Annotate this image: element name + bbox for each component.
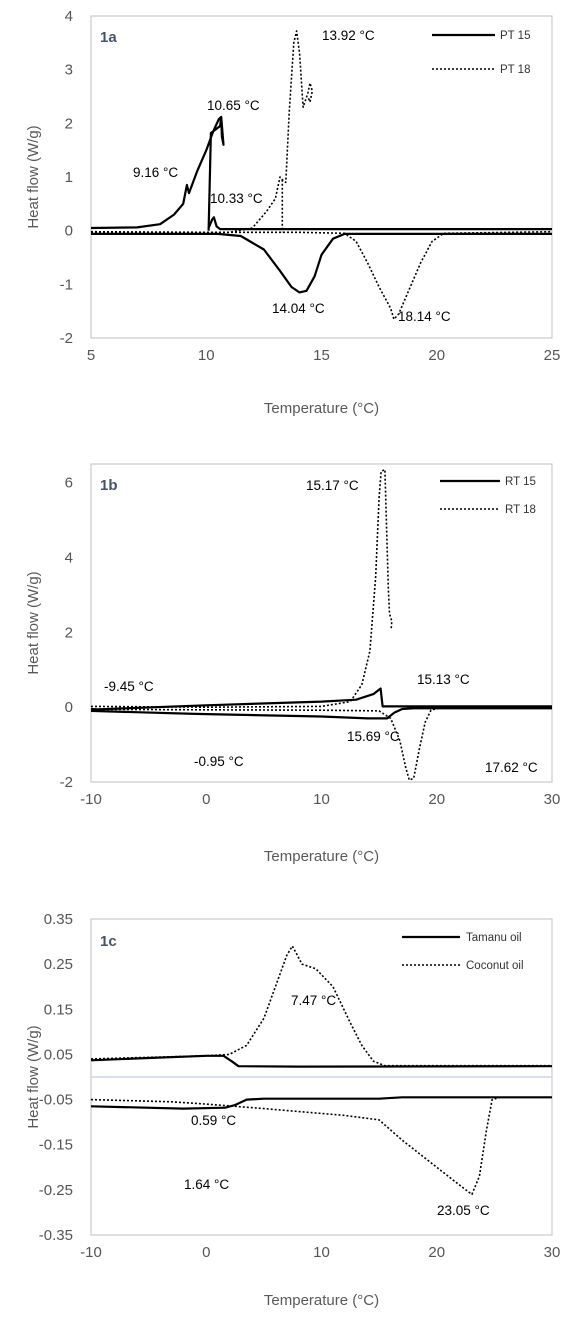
- series-line-rt-15: [90, 707, 552, 720]
- y-tick-label: 0.25: [44, 956, 73, 973]
- peak-annotation: -0.95 °C: [194, 754, 244, 769]
- x-tick-label: 30: [544, 1244, 561, 1261]
- peak-annotation: 18.14 °C: [398, 309, 451, 324]
- series-line-coconut-oil: [90, 1096, 552, 1196]
- peak-annotation: 17.62 °C: [485, 760, 538, 775]
- x-axis-title: Temperature (°C): [264, 1292, 379, 1309]
- peak-annotation: 15.13 °C: [417, 672, 470, 687]
- y-tick-label: 0.35: [44, 911, 73, 928]
- y-tick-label: 1: [65, 169, 73, 186]
- series-line-pt-18: [90, 30, 314, 234]
- peak-annotation: 15.69 °C: [347, 729, 400, 744]
- x-tick-label: 10: [313, 791, 330, 808]
- y-tick-label: -2: [60, 330, 73, 347]
- legend-label: RT 15: [505, 476, 536, 488]
- x-tick-label: 10: [198, 347, 215, 364]
- peak-annotation: 14.04 °C: [272, 301, 325, 316]
- series-line-rt-18: [90, 707, 552, 781]
- series-line-rt-15: [90, 687, 552, 711]
- y-axis-title: Heat flow (W/g): [25, 1025, 42, 1128]
- peak-annotation: 7.47 °C: [291, 993, 336, 1008]
- y-tick-label: 2: [65, 624, 73, 641]
- y-tick-label: 2: [65, 115, 73, 132]
- x-tick-label: 0: [202, 1244, 210, 1261]
- x-tick-label: 15: [313, 347, 330, 364]
- legend-label: Tamanu oil: [466, 932, 522, 944]
- y-tick-label: -0.35: [39, 1227, 73, 1244]
- y-tick-label: -1: [60, 276, 73, 293]
- panel-1a: 5 10 15 20 25 -2 -1 0 1 2 3 4 PT 15 PT 18 1a 9.16 °C 10.…: [25, 8, 560, 417]
- legend-label: RT 18: [505, 504, 536, 516]
- panel-label: 1b: [100, 477, 118, 494]
- legend-label: PT 15: [500, 30, 530, 42]
- series-line-tamanu-oil: [90, 1096, 552, 1110]
- panel-label: 1a: [100, 29, 117, 46]
- x-tick-label: 10: [313, 1244, 330, 1261]
- x-tick-label: 20: [428, 1244, 445, 1261]
- x-tick-label: 20: [428, 791, 445, 808]
- x-tick-label: -10: [80, 1244, 102, 1261]
- series-line-pt-15: [207, 216, 552, 231]
- x-axis-title: Temperature (°C): [264, 400, 379, 417]
- x-tick-label: 20: [428, 347, 445, 364]
- y-tick-label: 0: [65, 223, 73, 240]
- plot-area-frame: [90, 463, 553, 783]
- x-tick-label: 30: [544, 791, 561, 808]
- y-tick-label: -0.05: [39, 1092, 73, 1109]
- series-line-rt-18: [90, 468, 393, 708]
- legend-label: PT 18: [500, 64, 530, 76]
- x-axis-title: Temperature (°C): [264, 848, 379, 865]
- plot-area-frame: [90, 15, 553, 339]
- panel-1c: -10 0 10 20 30 0.35 0.25 0.15 0.05 -0.05 -0.15 -0.2…: [25, 911, 560, 1309]
- panel-1b: -10 0 10 20 30 -2 0 2 4 6 RT 15 RT 18 1b 15.17 °C -9.4…: [25, 463, 561, 865]
- x-tick-label: -10: [80, 791, 102, 808]
- series-line-tamanu-oil: [90, 1054, 553, 1068]
- series-line-pt-18: [91, 230, 553, 320]
- peak-annotation: 10.33 °C: [210, 191, 263, 206]
- peak-annotation: 23.05 °C: [437, 1203, 490, 1218]
- series-line-pt-15: [90, 115, 225, 231]
- y-tick-label: 0.15: [44, 1001, 73, 1018]
- peak-annotation: -9.45 °C: [104, 679, 154, 694]
- peak-annotation: 13.92 °C: [322, 28, 375, 43]
- x-tick-label: 5: [87, 347, 95, 364]
- y-tick-label: 4: [65, 550, 73, 567]
- y-tick-label: 0.05: [44, 1046, 73, 1063]
- y-tick-label: -0.15: [39, 1137, 73, 1154]
- y-tick-label: -0.25: [39, 1182, 73, 1199]
- peak-annotation: 9.16 °C: [133, 165, 178, 180]
- panel-label: 1c: [100, 933, 117, 950]
- y-axis-title: Heat flow (W/g): [25, 571, 42, 674]
- y-axis-title: Heat flow (W/g): [25, 125, 42, 228]
- peak-annotation: 0.59 °C: [191, 1113, 236, 1128]
- peak-annotation: 1.64 °C: [184, 1177, 229, 1192]
- peak-annotation: 15.17 °C: [306, 478, 359, 493]
- series-line-pt-15: [91, 232, 552, 294]
- x-tick-label: 25: [544, 347, 561, 364]
- peak-annotation: 10.65 °C: [207, 98, 260, 113]
- y-tick-label: 3: [65, 62, 73, 79]
- x-tick-label: 0: [202, 791, 210, 808]
- y-tick-label: 6: [65, 475, 73, 492]
- y-tick-label: 0: [65, 699, 73, 716]
- y-tick-label: -2: [60, 774, 73, 791]
- y-tick-label: 4: [65, 8, 73, 25]
- legend-label: Coconut oil: [466, 960, 524, 972]
